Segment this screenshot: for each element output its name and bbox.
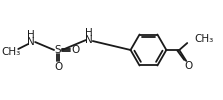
Text: O: O [54, 62, 62, 72]
Text: S: S [55, 45, 61, 55]
Text: H: H [85, 28, 93, 38]
Text: CH₃: CH₃ [194, 34, 213, 44]
Text: O: O [72, 45, 80, 55]
Text: O: O [184, 61, 192, 71]
Text: N: N [27, 37, 35, 47]
Text: H: H [27, 30, 35, 40]
Text: N: N [85, 35, 93, 45]
Text: CH₃: CH₃ [2, 47, 21, 57]
